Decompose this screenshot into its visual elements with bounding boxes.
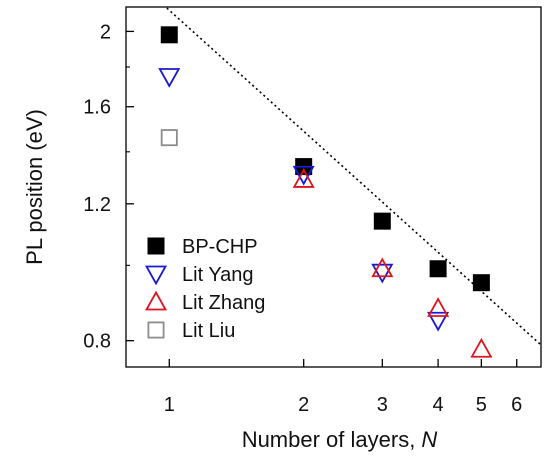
y-tick-label-2: 2 [100, 21, 111, 43]
point-lit-zhang-n2 [292, 168, 315, 188]
x-axis-label: Number of layers, N [242, 427, 438, 452]
x-tick-label-4: 4 [433, 394, 444, 416]
fit-line [164, 7, 541, 346]
point-lit-zhang-n5 [470, 337, 493, 358]
fit-line-layer [164, 7, 541, 346]
x-tick-label-1: 1 [164, 394, 175, 416]
axis-ticks: 1 2 3 4 5 6 0.8 1.2 1.6 2 [83, 21, 522, 416]
point-bp-chp-n3 [373, 212, 391, 230]
legend: BP-CHP Lit Yang Lit Zhang Lit Liu [144, 236, 265, 342]
point-lit-zhang-n4 [427, 297, 450, 317]
y-axis-label: PL position (eV) [22, 109, 47, 265]
legend-marker-lit-zhang [144, 290, 168, 311]
point-bp-chp-n5 [472, 274, 490, 292]
point-lit-yang-n4 [427, 311, 450, 332]
x-axis-label-variable: N [421, 427, 437, 452]
legend-label-lit-liu: Lit Liu [182, 320, 235, 342]
legend-entry-lit-liu: Lit Liu [147, 320, 235, 342]
series-lit-yang [158, 68, 450, 332]
x-tick-label-6: 6 [511, 394, 522, 416]
x-axis-label-text: Number of layers, [242, 427, 422, 452]
legend-label-bp-chp: BP-CHP [182, 236, 258, 258]
y-tick-label-1.6: 1.6 [83, 97, 111, 119]
point-lit-yang-n2 [292, 165, 315, 186]
legend-marker-bp-chp [147, 237, 165, 255]
legend-label-lit-yang: Lit Yang [182, 264, 254, 286]
legend-entry-bp-chp: BP-CHP [147, 236, 258, 258]
point-bp-chp-n4 [429, 260, 447, 278]
point-lit-yang-n3 [371, 263, 394, 284]
point-bp-chp-n1 [160, 26, 178, 44]
point-lit-yang-n1 [158, 68, 181, 88]
series-lit-zhang [292, 168, 493, 358]
legend-entry-lit-yang: Lit Yang [144, 264, 254, 286]
plot-frame [125, 6, 542, 368]
legend-marker-lit-yang [144, 265, 168, 286]
x-tick-label-3: 3 [377, 394, 388, 416]
legend-entry-lit-zhang: Lit Zhang [144, 290, 265, 314]
y-tick-label-0.8: 0.8 [83, 331, 111, 353]
y-tick-label-1.2: 1.2 [83, 194, 111, 216]
point-lit-liu-n1 [160, 129, 178, 147]
legend-label-lit-zhang: Lit Zhang [182, 292, 265, 314]
legend-marker-lit-liu [147, 321, 165, 339]
x-tick-label-2: 2 [298, 394, 309, 416]
data-points [158, 26, 493, 358]
point-lit-zhang-n3 [371, 257, 394, 278]
x-tick-label-5: 5 [476, 394, 487, 416]
series-lit-liu [160, 129, 178, 147]
